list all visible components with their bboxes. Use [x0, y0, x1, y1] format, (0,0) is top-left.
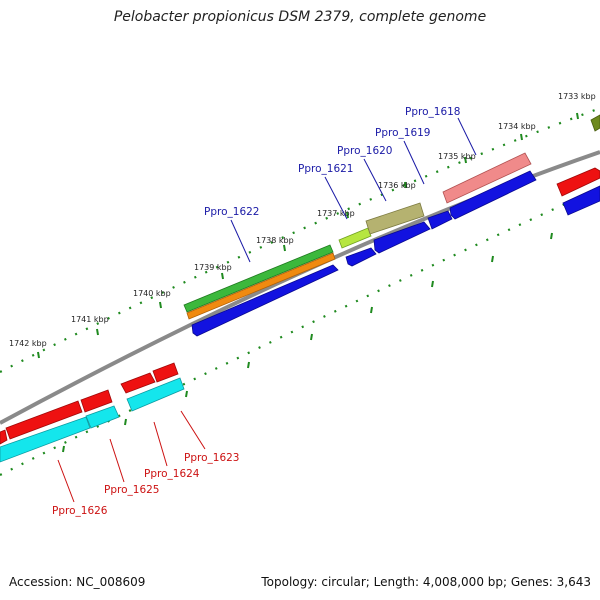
major-tick — [221, 272, 224, 280]
gene-block-red[interactable] — [0, 429, 8, 445]
tick-label: 1739 kbp — [194, 263, 232, 272]
major-ticks — [37, 112, 579, 453]
genome-summary-text: Topology: circular; Length: 4,008,000 bp… — [261, 575, 591, 589]
tick-label: 1733 kbp — [558, 92, 596, 101]
major-tick — [346, 211, 349, 219]
leader-line — [109, 438, 125, 483]
gene-label-ppro-1619[interactable]: Ppro_1619 — [375, 127, 430, 139]
reverse-leaders — [57, 410, 206, 503]
major-tick — [96, 328, 99, 336]
gene-block-red[interactable] — [80, 389, 113, 413]
major-tick — [464, 156, 467, 164]
gene-block-blue[interactable] — [449, 170, 537, 220]
gene-label-ppro-1620[interactable]: Ppro_1620 — [337, 145, 392, 157]
major-tick — [310, 333, 313, 341]
major-tick — [576, 112, 579, 120]
major-tick — [491, 255, 494, 263]
gene-block-blue[interactable] — [345, 247, 377, 267]
gene-label-ppro-1621[interactable]: Ppro_1621 — [298, 163, 353, 175]
gene-block-red[interactable] — [556, 167, 600, 197]
gene-label-ppro-1622[interactable]: Ppro_1622 — [204, 206, 259, 218]
outer-tick-ring — [0, 108, 596, 373]
major-tick — [550, 232, 553, 240]
major-tick — [185, 390, 188, 398]
gene-block-salmon[interactable] — [442, 152, 532, 204]
gene-block-olive-dark[interactable] — [590, 114, 600, 132]
leader-line — [57, 459, 75, 503]
leader-line — [230, 219, 251, 263]
leader-line — [153, 421, 168, 467]
tick-label: 1742 kbp — [9, 339, 47, 348]
tick-label: 1741 kbp — [71, 315, 109, 324]
forward-leaders — [230, 117, 477, 263]
gene-block-blue[interactable] — [191, 264, 339, 337]
major-tick — [520, 133, 523, 141]
gene-label-ppro-1626[interactable]: Ppro_1626 — [52, 505, 108, 517]
gene-block-blue[interactable] — [562, 185, 600, 216]
leader-line — [324, 176, 348, 220]
gene-label-ppro-1624[interactable]: Ppro_1624 — [144, 468, 200, 480]
gene-block-blue[interactable] — [373, 221, 431, 254]
gene-block-cyan[interactable] — [85, 405, 120, 429]
major-tick — [37, 351, 40, 359]
gene-block-blue[interactable] — [427, 210, 453, 230]
gene-block-cyan[interactable] — [0, 416, 91, 463]
gene-label-ppro-1625[interactable]: Ppro_1625 — [104, 484, 159, 496]
gene-block-red[interactable] — [152, 362, 179, 383]
forward-gene-labels: Ppro_1618 Ppro_1619 Ppro_1620 Ppro_1621 … — [204, 106, 460, 218]
gene-block-green[interactable] — [183, 244, 334, 313]
reverse-genes — [0, 362, 185, 463]
leader-line — [403, 140, 425, 185]
reverse-gene-labels: Ppro_1623 Ppro_1624 Ppro_1625 Ppro_1626 — [52, 452, 239, 517]
major-tick — [62, 445, 65, 453]
major-tick — [404, 181, 407, 189]
inner-tick-ring — [0, 186, 600, 476]
gene-label-ppro-1618[interactable]: Ppro_1618 — [405, 106, 460, 118]
major-tick — [370, 306, 373, 314]
major-tick — [283, 244, 286, 252]
tick-label: 1737 kbp — [317, 209, 355, 218]
accession-text: Accession: NC_008609 — [9, 575, 146, 589]
gene-block-orange[interactable] — [186, 252, 336, 320]
major-tick — [247, 361, 250, 369]
leader-line — [457, 117, 477, 156]
gene-label-ppro-1623[interactable]: Ppro_1623 — [184, 452, 239, 464]
leader-line — [180, 410, 206, 450]
gene-block-olive[interactable] — [365, 202, 425, 235]
major-tick — [124, 418, 127, 426]
tick-labels: 1733 kbp 1734 kbp 1735 kbp 1736 kbp 1737… — [9, 92, 596, 348]
tick-label: 1738 kbp — [256, 236, 294, 245]
gene-block-lime[interactable] — [338, 227, 372, 249]
major-tick — [431, 280, 434, 288]
gene-block-cyan[interactable] — [126, 377, 185, 412]
tick-label: 1736 kbp — [378, 181, 416, 190]
leader-line — [363, 158, 387, 202]
map-title: Pelobacter propionicus DSM 2379, complet… — [113, 9, 487, 25]
tick-label: 1734 kbp — [498, 122, 536, 131]
major-tick — [159, 301, 162, 309]
tick-label: 1740 kbp — [133, 289, 171, 298]
gene-block-red[interactable] — [5, 400, 83, 440]
forward-genes — [183, 114, 600, 337]
gene-block-red[interactable] — [120, 372, 156, 394]
tick-label: 1735 kbp — [438, 152, 476, 161]
